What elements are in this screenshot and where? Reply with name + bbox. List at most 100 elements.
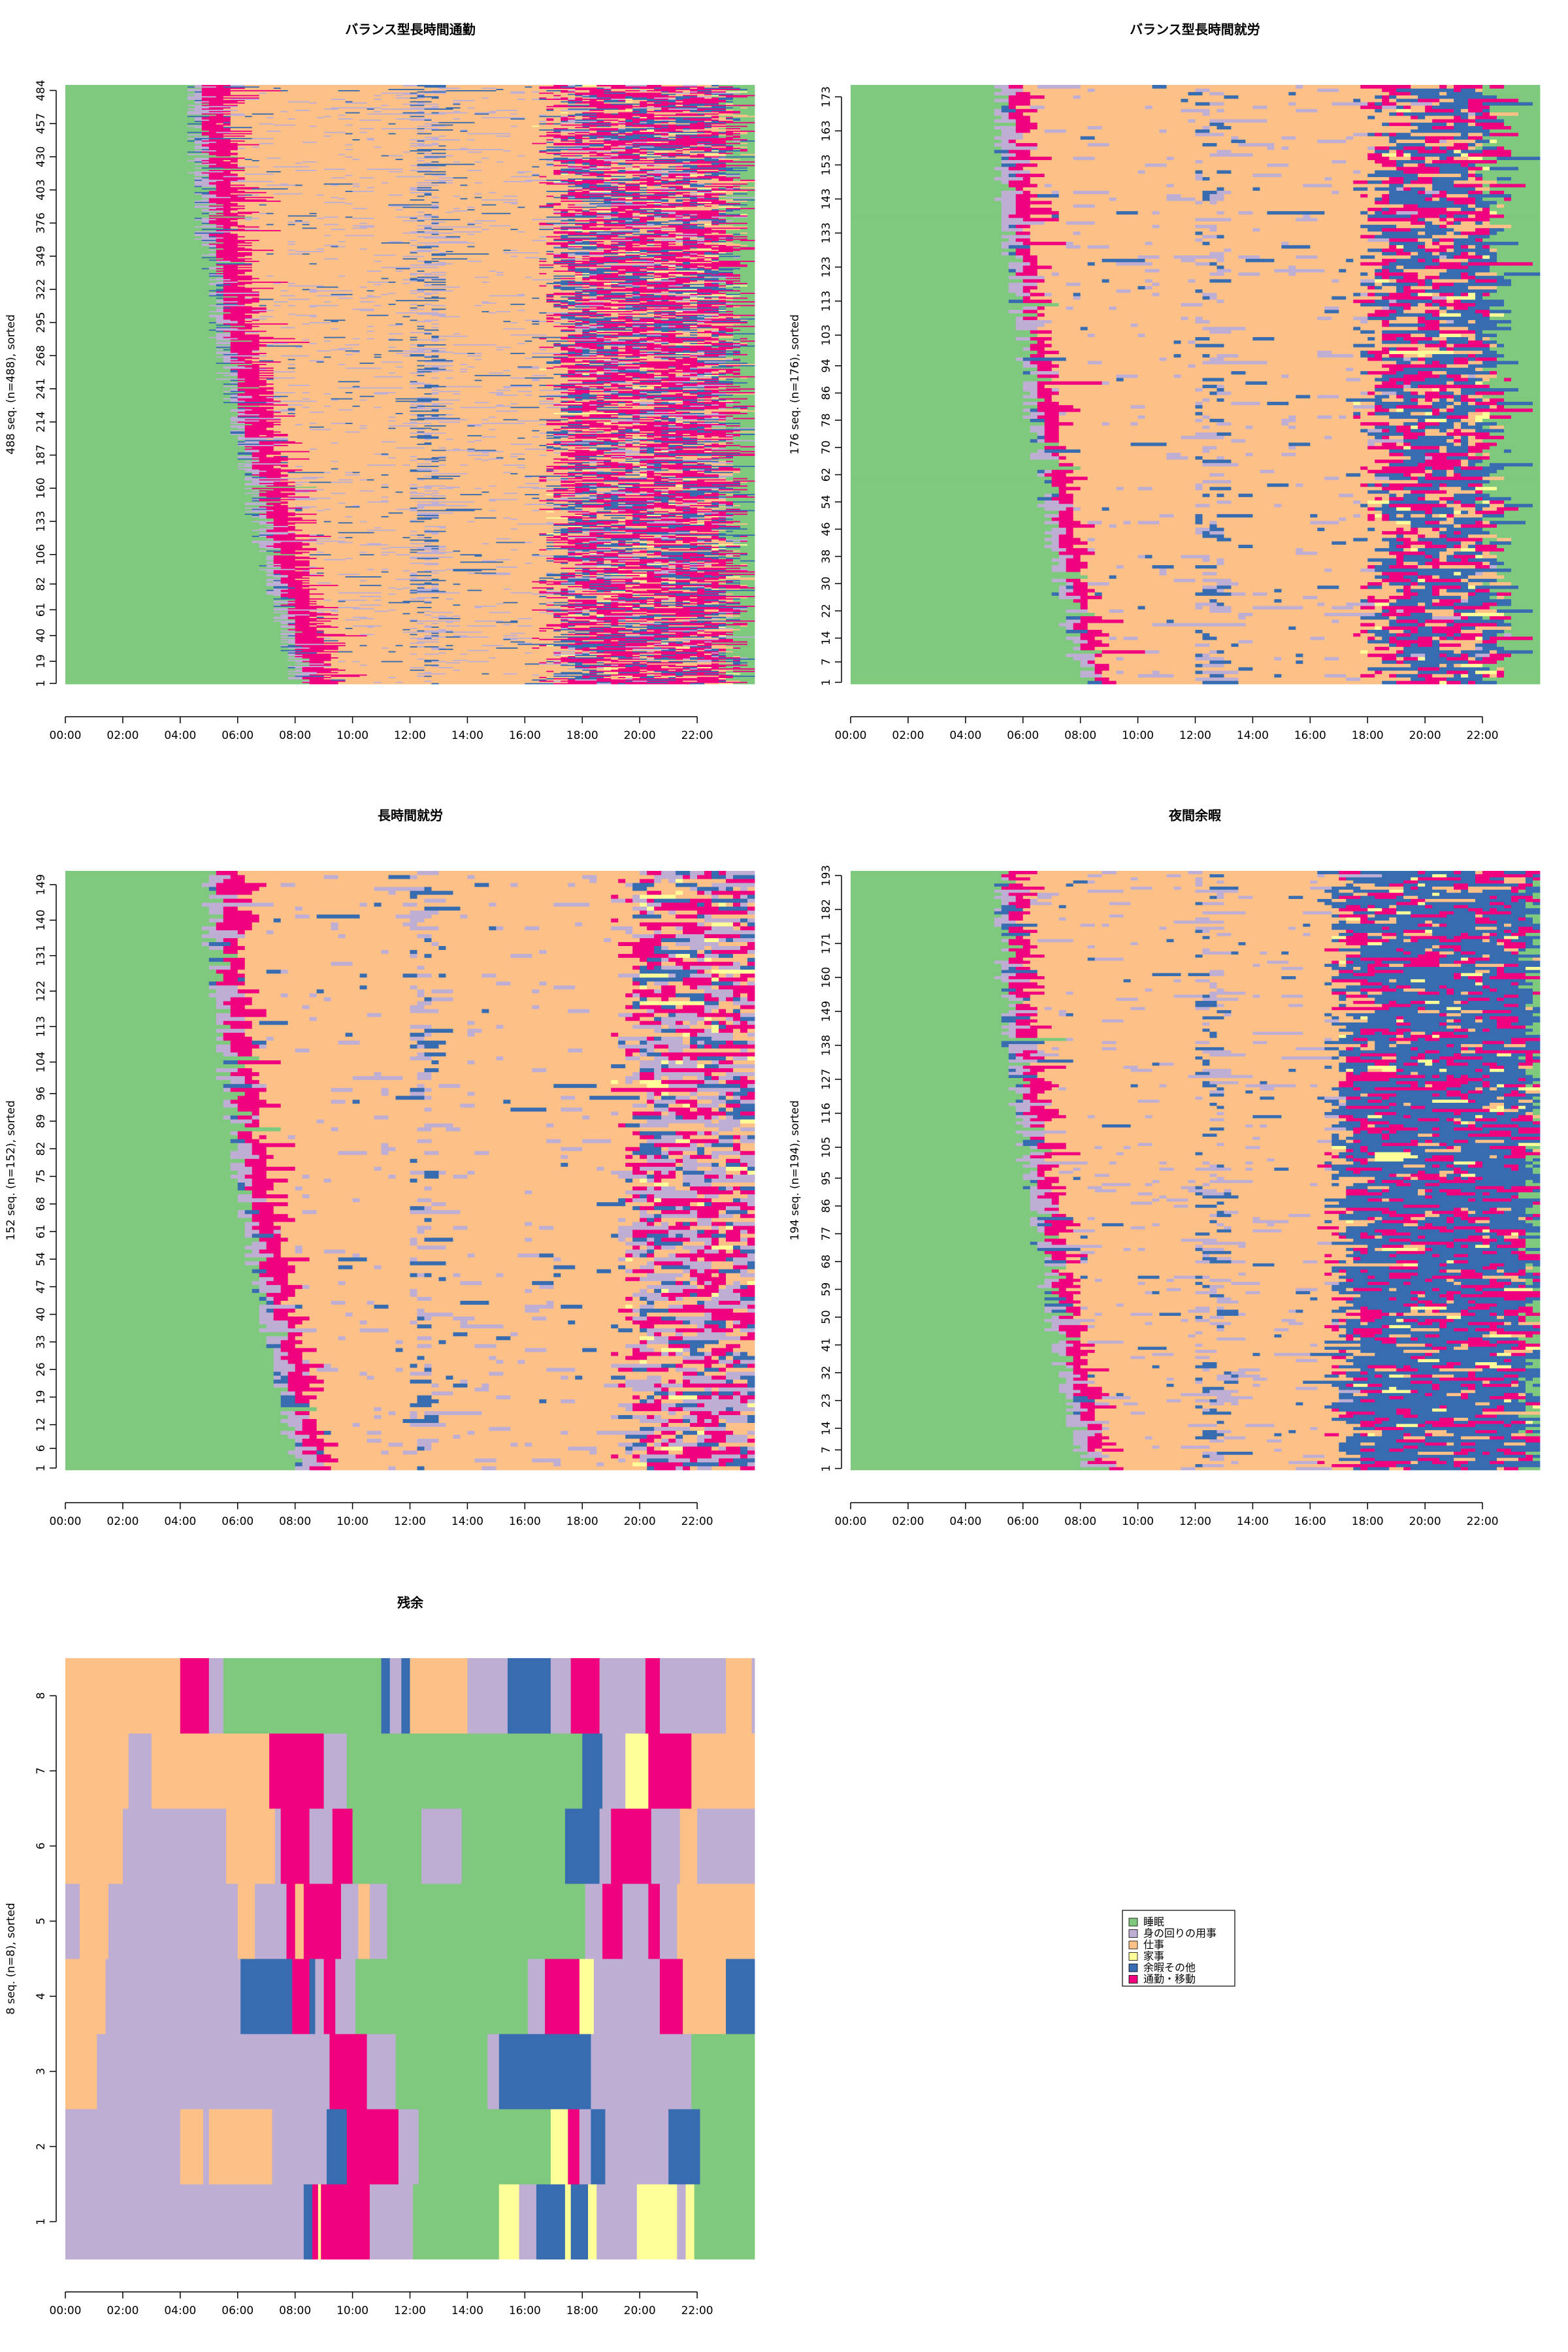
sequence-spell-house xyxy=(690,523,705,525)
sequence-spell-work xyxy=(273,426,310,428)
sequence-spell-personal xyxy=(352,661,360,662)
sequence-spell-commute xyxy=(589,560,604,562)
sequence-spell-work xyxy=(424,479,540,481)
sequence-spell-leisure xyxy=(546,437,561,439)
sequence-spell-personal xyxy=(740,568,748,570)
sequence-spell-sleep xyxy=(726,678,755,679)
sequence-spell-commute xyxy=(604,627,626,629)
sequence-spell-leisure xyxy=(654,576,691,578)
sequence-spell-sleep xyxy=(65,482,246,485)
sequence-spell-commute xyxy=(589,529,604,531)
sequence-spell-personal xyxy=(532,436,540,438)
sequence-spell-work xyxy=(323,572,410,574)
sequence-spell-commute xyxy=(668,670,683,672)
sequence-spell-leisure xyxy=(611,498,619,500)
sequence-spell-commute xyxy=(611,643,619,645)
sequence-spell-sleep xyxy=(65,613,282,616)
sequence-spell-work xyxy=(618,621,655,623)
sequence-spell-sleep xyxy=(740,430,755,432)
sequence-spell-commute xyxy=(683,556,691,558)
sequence-spell-personal xyxy=(266,555,274,557)
sequence-spell-sleep xyxy=(719,492,755,495)
sequence-spell-commute xyxy=(704,545,712,547)
sequence-spell-leisure xyxy=(604,578,612,580)
sequence-spell-leisure xyxy=(654,670,669,672)
sequence-spell-personal xyxy=(417,551,453,553)
sequence-spell-leisure xyxy=(740,433,755,435)
sequence-spell-work xyxy=(640,605,655,608)
sequence-spell-work xyxy=(726,577,755,579)
sequence-spell-work xyxy=(388,453,511,455)
sequence-spell-leisure xyxy=(252,500,260,502)
sequence-spell-personal xyxy=(575,564,612,567)
sequence-spell-commute xyxy=(625,427,691,429)
sequence-spell-commute xyxy=(273,523,296,525)
sequence-spell-work xyxy=(683,564,691,567)
sequence-spell-work xyxy=(640,653,662,655)
sequence-spell-work xyxy=(446,629,554,630)
sequence-spell-commute xyxy=(711,663,719,665)
sequence-spell-commute xyxy=(237,421,282,423)
sequence-spell-personal xyxy=(726,553,734,556)
sequence-spell-work xyxy=(711,489,719,491)
sequence-spell-work xyxy=(661,475,676,477)
sequence-spell-personal xyxy=(596,666,604,668)
sequence-spell-sleep xyxy=(747,625,755,627)
sequence-spell-sleep xyxy=(740,521,755,523)
sequence-spell-work xyxy=(417,573,482,576)
sequence-spell-work xyxy=(402,412,554,414)
sequence-spell-personal xyxy=(417,468,432,470)
sequence-spell-commute xyxy=(589,621,619,623)
sequence-spell-work xyxy=(345,559,425,561)
sequence-spell-sleep xyxy=(65,438,238,440)
sequence-spell-work xyxy=(446,432,540,434)
sequence-spell-work xyxy=(711,540,727,542)
sequence-spell-sleep xyxy=(726,672,755,674)
sequence-spell-sleep xyxy=(719,555,727,557)
sequence-spell-sleep xyxy=(726,561,755,563)
sequence-spell-personal xyxy=(410,627,417,629)
sequence-spell-work xyxy=(489,542,568,545)
sequence-spell-commute xyxy=(697,589,705,591)
sequence-spell-leisure xyxy=(517,643,568,645)
sequence-spell-work xyxy=(510,517,547,519)
sequence-spell-work xyxy=(424,658,547,660)
sequence-spell-commute xyxy=(647,638,655,640)
sequence-spell-personal xyxy=(410,486,432,488)
sequence-spell-work xyxy=(489,673,504,675)
sequence-spell-work xyxy=(424,587,432,589)
sequence-spell-work xyxy=(640,415,662,417)
sequence-spell-personal xyxy=(496,566,518,568)
sequence-spell-personal xyxy=(417,506,425,508)
sequence-spell-personal xyxy=(395,681,403,683)
sequence-spell-work xyxy=(295,570,303,572)
sequence-spell-commute xyxy=(575,440,583,442)
sequence-spell-work xyxy=(424,492,432,495)
sequence-spell-leisure xyxy=(553,578,590,580)
sequence-spell-commute xyxy=(632,507,655,509)
sequence-spell-personal xyxy=(611,582,626,584)
sequence-spell-work xyxy=(424,642,518,644)
sequence-spell-sleep xyxy=(65,513,246,515)
sequence-spell-commute xyxy=(740,540,748,542)
sequence-spell-leisure xyxy=(575,458,597,460)
sequence-spell-work xyxy=(331,625,353,627)
sequence-spell-commute xyxy=(273,444,289,446)
sequence-spell-leisure xyxy=(690,683,705,685)
sequence-spell-work xyxy=(697,501,712,503)
sequence-spell-commute xyxy=(690,573,755,576)
sequence-spell-personal xyxy=(287,670,303,672)
sequence-spell-commute xyxy=(575,489,590,491)
sequence-spell-work xyxy=(625,676,640,679)
sequence-spell-work xyxy=(331,538,497,540)
sequence-spell-leisure xyxy=(661,649,676,651)
sequence-spell-commute xyxy=(690,594,698,596)
sequence-spell-sleep xyxy=(733,490,755,492)
sequence-spell-work xyxy=(287,464,367,466)
sequence-spell-work xyxy=(295,578,396,580)
sequence-spell-personal xyxy=(690,566,698,568)
sequence-spell-leisure xyxy=(596,544,619,546)
sequence-spell-commute xyxy=(632,416,640,418)
sequence-spell-work xyxy=(654,474,662,476)
sequence-spell-work xyxy=(604,450,612,453)
